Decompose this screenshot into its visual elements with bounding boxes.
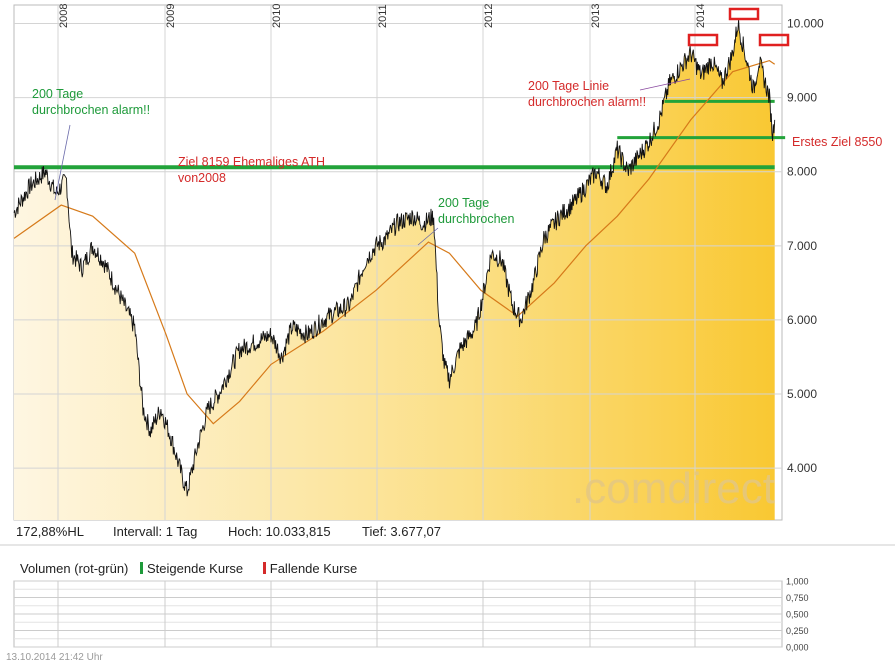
x-year-label: 2012 [483, 4, 495, 28]
volume-legend: Volumen (rot-grün) Steigende Kurse Falle… [20, 561, 373, 576]
annotation-line: Erstes Ziel 8550 [792, 135, 882, 149]
annotation-text: 200 Tage durchbrochen [438, 196, 514, 226]
y-tick-label: 8.000 [787, 165, 817, 179]
annotation-line: von2008 [178, 171, 226, 185]
stat-hl: 172,88%HL [16, 524, 84, 539]
annotation-line: 200 Tage [32, 87, 83, 101]
volume-chart-panel: 1,000 0,750 0,500 0,250 0,000 [13, 577, 809, 653]
annotation-line: durchbrochen [438, 212, 514, 226]
legend-rising: Steigende Kurse [140, 561, 251, 576]
y-tick-label: 7.000 [787, 239, 817, 253]
annotation-text: 200 Tage Linie durchbrochen alarm!! [528, 79, 646, 109]
annotation-line: Ziel 8159 Ehemaliges ATH [178, 155, 325, 169]
annotation-text: Erstes Ziel 8550 [792, 135, 882, 149]
legend-falling-label: Fallende Kurse [269, 561, 358, 576]
x-year-label: 2008 [58, 4, 70, 28]
stat-interval: Intervall: 1 Tag [113, 524, 198, 539]
x-year-label: 2009 [165, 4, 177, 28]
top-highlight-box [728, 7, 760, 21]
y-tick-label: 9.000 [787, 91, 817, 105]
volume-y-tick: 1,000 [786, 577, 809, 587]
x-year-label: 2010 [271, 4, 283, 28]
stat-low: Tief: 3.677,07 [362, 524, 442, 539]
annotation-line: 200 Tage Linie [528, 79, 609, 93]
y-tick-label: 10.000 [787, 17, 824, 31]
timestamp: 13.10.2014 21:42 Uhr [6, 652, 103, 663]
rising-swatch [140, 562, 144, 574]
volume-y-tick: 0,000 [786, 643, 809, 653]
volume-y-tick: 0,250 [786, 626, 809, 636]
volume-y-tick: 0,750 [786, 593, 809, 603]
legend-falling: Fallende Kurse [262, 561, 365, 576]
x-year-label: 2011 [377, 4, 389, 28]
legend-rising-label: Steigende Kurse [147, 561, 244, 576]
stat-high: Hoch: 10.033,815 [228, 524, 331, 539]
annotation-pointer [54, 124, 71, 201]
top-highlight-box [758, 33, 790, 47]
top-highlight-box [687, 33, 719, 47]
price-chart-panel: 4.000 5.000 6.000 7.000 8.000 9.000 10.000 2008… [0, 4, 895, 546]
price-area [14, 19, 775, 521]
falling-swatch [262, 562, 266, 574]
y-tick-label: 4.000 [787, 461, 817, 475]
annotation-line: 200 Tage [438, 196, 489, 210]
annotation-text: Ziel 8159 Ehemaliges ATH von2008 [178, 155, 325, 185]
x-year-label: 2013 [590, 4, 602, 28]
y-tick-label: 5.000 [787, 387, 817, 401]
annotation-line: durchbrochen alarm!! [528, 95, 646, 109]
annotation-pointer [639, 78, 691, 91]
ma200-line [13, 59, 776, 425]
annotation-pointer [417, 227, 439, 246]
price-line [13, 19, 776, 497]
volume-y-tick: 0,500 [786, 610, 809, 620]
y-tick-label: 6.000 [787, 313, 817, 327]
x-year-label: 2014 [695, 4, 707, 28]
volume-title: Volumen (rot-grün) [20, 561, 129, 576]
annotation-line: durchbrochen alarm!! [32, 103, 150, 117]
annotation-text: 200 Tage durchbrochen alarm!! [32, 87, 150, 117]
comdirect-watermark: .comdirect [572, 464, 775, 513]
